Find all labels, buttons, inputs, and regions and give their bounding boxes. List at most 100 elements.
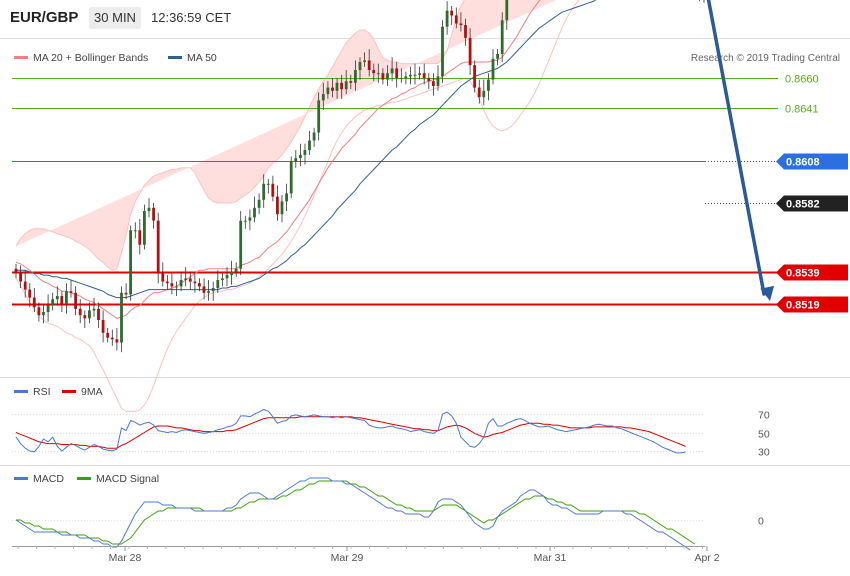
candle [468,28,472,75]
candle-body [211,288,215,292]
candles [14,0,705,353]
candle-body [88,310,91,319]
legend-item-rsi-9ma[interactable]: 9MA [62,386,103,398]
legend-item-macd-signal[interactable]: MACD Signal [77,473,159,485]
rsi-9ma-line [15,416,686,449]
candle [243,215,247,229]
candle-body [14,268,18,274]
candle [299,143,302,167]
level-label-0.8519: 0.8519 [786,300,820,312]
candle [257,193,261,215]
candle-body [372,70,376,74]
candle [170,273,174,295]
timeframe-badge[interactable]: 30 MIN [89,7,141,29]
candle [14,263,18,279]
legend-label-macd-signal: MACD Signal [96,473,159,485]
candle [124,283,128,300]
macd-tick-label: 0 [758,516,764,528]
candle-body [436,76,440,86]
candle [216,270,220,293]
candle-body [207,291,210,293]
candle-body [161,273,165,282]
level-label-0.8641: 0.8641 [785,104,819,116]
candle-body [413,74,417,76]
candle-body [363,60,366,62]
candle-body [170,283,174,287]
candle [413,63,417,85]
candle [60,291,64,312]
candle [69,280,73,298]
candle [198,278,201,292]
macd-line [15,477,691,551]
candle [165,275,169,290]
forecast-arrow-shaft [706,0,766,296]
candle-body [450,10,454,16]
candle [175,281,178,296]
legend-label-macd: MACD [33,473,64,485]
candle [101,310,105,343]
legend-swatch-9ma [62,390,76,393]
copyright-text: Research © 2019 Trading Central [691,53,840,64]
candle-body [28,289,32,298]
candle [88,302,91,324]
candle [321,82,325,111]
legend-swatch-macd-signal [77,477,91,480]
candle [133,222,137,239]
candle [221,273,224,287]
candle [432,73,435,96]
candle [138,219,142,255]
candle-body [253,207,256,218]
candle [65,283,68,314]
legend-macd: MACD MACD Signal [14,473,159,485]
candle [211,281,215,301]
candle-body [110,337,114,340]
candle-body [477,87,481,98]
candle [37,302,41,322]
candle [335,78,339,99]
candle-body [390,68,394,74]
candle-body [46,305,50,312]
level-tag-0.8539 [776,264,848,281]
legend-item-ma20[interactable]: MA 20 + Bollinger Bands [14,52,148,64]
candle [184,267,188,287]
candle [262,174,266,208]
price-level-labels: 0.8660 0.8641 0.8608 0.8582 0.8539 0.8519 [776,74,848,313]
candle [454,7,458,29]
bollinger-band [15,0,580,412]
candle [349,74,353,90]
candle [464,18,467,46]
candle-body [276,196,279,215]
legend-swatch-ma20 [14,56,28,59]
legend-item-rsi[interactable]: RSI [14,386,51,398]
candle [404,71,408,85]
candle-body [37,307,41,316]
forecast-arrow-head [760,285,775,301]
candle-body [500,20,504,54]
candle-body [294,158,298,162]
candle-body [303,150,307,155]
macd-signal-line [16,480,696,545]
level-label-0.8539: 0.8539 [786,268,820,280]
legend-item-macd[interactable]: MACD [14,473,64,485]
candle-body [445,10,449,27]
legend-main: MA 20 + Bollinger Bands MA 50 [14,52,217,64]
candle-body [184,278,188,280]
candle-body [367,60,371,70]
candle [202,278,206,300]
candle-body [376,73,380,75]
candle-body [482,90,486,98]
candle-body [19,273,22,282]
candle-body [124,292,128,295]
bollinger-band-fill [16,0,557,271]
rsi-panel: 70 50 30 [12,408,770,459]
candle [317,92,321,141]
candle-body [335,82,339,91]
candle-body [340,82,343,90]
candle [326,81,330,99]
legend-label-ma50: MA 50 [187,52,217,64]
candle [266,179,270,194]
candle-body [115,339,119,343]
candle [703,0,705,3]
candle-body [234,268,238,272]
legend-item-ma50[interactable]: MA 50 [168,52,217,64]
